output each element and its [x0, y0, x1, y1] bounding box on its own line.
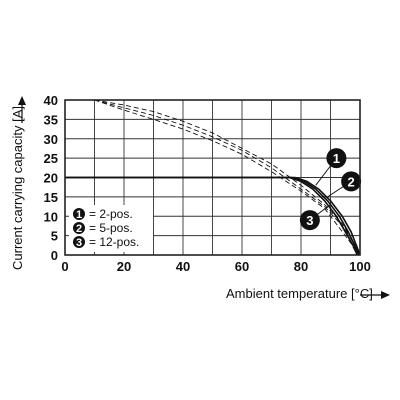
solid-curve-2 — [65, 176, 360, 256]
x-tick-label: 80 — [294, 259, 308, 274]
y-tick-label: 0 — [51, 248, 58, 263]
dashed-curve-1 — [94, 99, 361, 256]
y-tick-labels: 0 5 10 15 20 25 30 35 40 — [44, 93, 58, 263]
callout-number-1: 1 — [333, 151, 340, 166]
legend-marker-3 — [73, 236, 85, 248]
legend-marker-1 — [73, 208, 85, 220]
y-tick-label: 10 — [44, 209, 58, 224]
y-tick-label: 30 — [44, 132, 58, 147]
x-axis-arrow-icon — [381, 291, 390, 299]
solid-curve-1 — [65, 176, 361, 256]
legend-marker-number: 2 — [76, 223, 82, 235]
solid-curve-3 — [65, 176, 358, 256]
callout-circle-1 — [326, 148, 347, 169]
legend: 1 = 2-pos. 2 = 5-pos. 3 = 12-pos. — [69, 205, 153, 252]
x-tick-label: 20 — [117, 259, 131, 274]
y-axis-arrow-icon — [18, 96, 26, 105]
legend-marker-number: 3 — [76, 237, 82, 249]
legend-label: = 2-pos. — [89, 207, 133, 221]
callout-circle-2 — [341, 171, 362, 192]
legend-marker-number: 1 — [76, 209, 82, 221]
callout-circle-3 — [299, 210, 320, 231]
callout-number-2: 2 — [348, 174, 355, 189]
y-tick-label: 5 — [51, 229, 58, 244]
y-tick-label: 20 — [44, 171, 58, 186]
x-axis-label: Ambient temperature [°C] — [226, 286, 373, 301]
legend-label: = 5-pos. — [89, 221, 133, 235]
y-axis-label: Current carrying capacity [A] — [10, 106, 25, 270]
x-tick-label: 60 — [235, 259, 249, 274]
series-layer — [65, 99, 361, 256]
x-tick-labels: 0 20 40 60 80 100 — [61, 259, 370, 274]
x-tick-label: 40 — [176, 259, 190, 274]
x-tick-label: 100 — [349, 259, 371, 274]
callout-number-3: 3 — [306, 213, 313, 228]
dashed-curve-3 — [94, 99, 358, 256]
y-tick-label: 25 — [44, 151, 58, 166]
plot-frame — [64, 99, 361, 256]
legend-marker-2 — [73, 222, 85, 234]
y-tick-label: 15 — [44, 190, 58, 205]
legend-label: = 12-pos. — [89, 235, 139, 249]
callout-layer: 12 3 — [299, 148, 362, 231]
x-tick-label: 0 — [61, 259, 68, 274]
y-tick-label: 35 — [44, 112, 58, 127]
y-tick-label: 40 — [44, 93, 58, 108]
